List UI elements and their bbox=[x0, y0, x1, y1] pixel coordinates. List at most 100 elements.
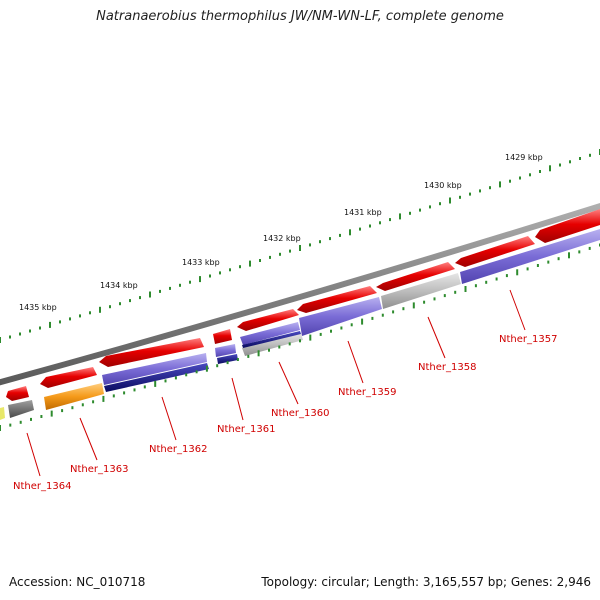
outer-tick bbox=[219, 271, 221, 275]
outer-tick bbox=[19, 332, 21, 336]
inner-tick bbox=[309, 334, 312, 341]
scale-label-1435: 1435 kbp bbox=[19, 303, 57, 312]
outer-tick bbox=[479, 189, 481, 193]
gene-reverse-1360-upper[interactable] bbox=[240, 322, 300, 345]
gene-forward-1358[interactable] bbox=[376, 262, 455, 291]
outer-tick bbox=[59, 320, 61, 324]
inner-tick bbox=[402, 307, 405, 311]
genome-backbone bbox=[0, 202, 600, 386]
gene-forward-1357[interactable] bbox=[455, 236, 535, 267]
gene-label-1359[interactable]: Nther_1359 bbox=[338, 387, 396, 398]
gene-reverse-1364[interactable] bbox=[8, 400, 34, 418]
gene-forward-1364[interactable] bbox=[6, 386, 29, 401]
inner-tick bbox=[381, 313, 384, 317]
scale-labels: 1429 kbp 1430 kbp 1431 kbp 1432 kbp 1433… bbox=[19, 153, 543, 312]
inner-tick bbox=[568, 252, 570, 259]
outer-tick bbox=[149, 291, 151, 298]
map-title: Natranaerobius thermophilus JW/NM-WN-LF,… bbox=[96, 9, 504, 24]
inner-tick bbox=[133, 388, 136, 392]
inner-tick bbox=[454, 290, 457, 294]
inner-tick bbox=[81, 403, 84, 407]
gene-reverse-edge[interactable] bbox=[0, 407, 5, 420]
gene-reverse-1360-dark[interactable] bbox=[242, 331, 301, 348]
outer-tick bbox=[459, 195, 461, 199]
inner-tick bbox=[102, 395, 105, 402]
outer-tick bbox=[179, 283, 181, 287]
inner-tick bbox=[371, 316, 374, 320]
inner-tick bbox=[185, 373, 188, 377]
inner-tick bbox=[505, 274, 508, 278]
outer-tick bbox=[379, 221, 381, 225]
outer-tick bbox=[9, 335, 11, 339]
gene-reverse-1361-dark[interactable] bbox=[217, 354, 238, 364]
inner-tick bbox=[319, 332, 322, 336]
outer-tick bbox=[499, 181, 501, 188]
outer-tick bbox=[329, 237, 331, 241]
leader-1363 bbox=[79, 417, 98, 461]
outer-tick bbox=[469, 192, 471, 196]
scale-label-1432: 1432 kbp bbox=[263, 234, 301, 243]
gene-reverse-1360-lower[interactable] bbox=[242, 333, 303, 356]
gene-forward-1357-neighbor[interactable] bbox=[535, 209, 600, 243]
reverse-strand bbox=[0, 229, 600, 420]
outer-tick bbox=[249, 260, 251, 267]
inner-tick bbox=[9, 423, 12, 427]
outer-tick bbox=[489, 186, 491, 190]
gene-forward-1361[interactable] bbox=[213, 329, 232, 344]
outer-tick bbox=[439, 202, 441, 206]
gene-forward-1363[interactable] bbox=[40, 367, 97, 388]
inner-tick bbox=[340, 326, 343, 330]
gene-reverse-1359[interactable] bbox=[299, 297, 382, 336]
gene-label-1357[interactable]: Nther_1357 bbox=[499, 334, 557, 345]
outer-tick bbox=[259, 259, 261, 262]
outer-tick bbox=[559, 163, 561, 167]
leader-1361 bbox=[231, 377, 244, 421]
inner-tick bbox=[557, 257, 560, 261]
inner-tick bbox=[40, 415, 43, 418]
inner-tick bbox=[495, 277, 498, 281]
gene-forward-1360[interactable] bbox=[237, 309, 299, 331]
gene-forward-1362[interactable] bbox=[99, 338, 204, 367]
gene-reverse-1362[interactable] bbox=[102, 353, 207, 385]
inner-tick bbox=[143, 385, 146, 389]
gene-label-1363[interactable]: Nther_1363 bbox=[70, 464, 128, 475]
inner-tick bbox=[154, 380, 157, 387]
outer-tick bbox=[359, 227, 361, 231]
outer-tick bbox=[79, 314, 81, 318]
gene-reverse-1358[interactable] bbox=[381, 273, 461, 309]
inner-tick bbox=[350, 323, 353, 327]
gene-label-1364[interactable]: Nther_1364 bbox=[13, 481, 71, 492]
inner-tick bbox=[288, 342, 291, 346]
outer-tick bbox=[569, 160, 571, 164]
gene-label-1362[interactable]: Nther_1362 bbox=[149, 444, 207, 455]
inner-tick bbox=[361, 318, 364, 325]
scale-label-1431: 1431 kbp bbox=[344, 208, 382, 217]
outer-tick bbox=[49, 321, 51, 328]
leader-1358 bbox=[427, 316, 446, 359]
outer-tick bbox=[289, 249, 291, 253]
outer-tick bbox=[209, 274, 211, 278]
outer-tick bbox=[109, 305, 111, 309]
outer-tick bbox=[129, 299, 131, 303]
gene-reverse-1363-rna[interactable] bbox=[44, 383, 104, 410]
outer-tick bbox=[69, 317, 71, 321]
gene-label-1361[interactable]: Nther_1361 bbox=[217, 424, 275, 435]
gene-reverse-1357[interactable] bbox=[460, 229, 600, 284]
forward-strand bbox=[6, 209, 600, 401]
gene-forward-1359[interactable] bbox=[297, 286, 377, 313]
leader-1360 bbox=[278, 361, 299, 405]
inner-tick bbox=[443, 294, 446, 298]
inner-tick bbox=[174, 376, 177, 380]
inner-tick bbox=[516, 269, 519, 276]
inner-tick bbox=[61, 409, 64, 413]
inner-tick bbox=[588, 246, 591, 250]
gene-label-1360[interactable]: Nther_1360 bbox=[271, 408, 329, 419]
inner-tick bbox=[433, 297, 436, 301]
outer-tick bbox=[509, 179, 511, 183]
gene-label-1358[interactable]: Nther_1358 bbox=[418, 362, 476, 373]
inner-tick bbox=[278, 345, 281, 349]
gene-reverse-1362-dark[interactable] bbox=[104, 363, 209, 392]
inner-scale-ring bbox=[0, 243, 600, 431]
gene-reverse-1361[interactable] bbox=[215, 344, 236, 357]
